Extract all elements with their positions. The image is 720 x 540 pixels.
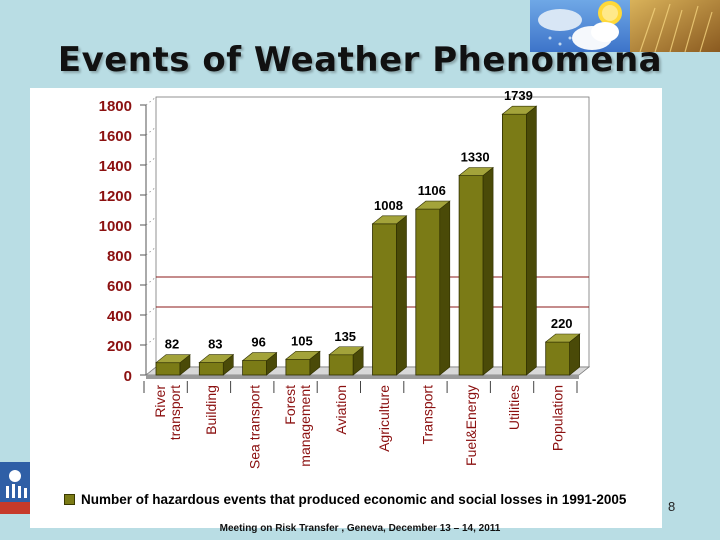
bar-top <box>328 346 365 356</box>
bar <box>372 223 397 376</box>
y-tick-depth-line <box>145 186 157 196</box>
legend: Number of hazardous events that produced… <box>64 492 626 507</box>
data-label: 1106 <box>418 183 446 198</box>
x-tick-label: Population <box>549 385 565 451</box>
y-tick-label: 1600 <box>99 128 132 145</box>
legend-label: Number of hazardous events that produced… <box>81 492 627 507</box>
x-tick-label: Building <box>203 385 219 435</box>
bar <box>155 362 181 376</box>
bar-top <box>414 200 451 210</box>
bar <box>198 362 224 376</box>
x-tick-label: Aviation <box>333 385 349 435</box>
x-tick-label: River <box>152 385 168 418</box>
bar-side <box>482 166 494 376</box>
bar-top <box>198 354 235 363</box>
data-label: 220 <box>551 316 573 331</box>
organization-logo <box>0 462 30 514</box>
legend-swatch <box>64 494 75 505</box>
y-tick-label: 1000 <box>99 218 132 235</box>
x-tick-label: Utilities <box>506 385 522 430</box>
y-tick-depth-line <box>145 306 157 316</box>
x-tick-label: management <box>297 385 313 467</box>
data-label: 1739 <box>504 88 533 103</box>
bar-side <box>396 215 407 376</box>
bar <box>501 113 527 376</box>
y-tick-depth-line <box>145 126 157 136</box>
bar-top <box>241 352 278 361</box>
chart-floor-edge <box>146 375 579 379</box>
data-label: 96 <box>251 335 265 350</box>
data-label: 1008 <box>374 198 403 213</box>
bar <box>328 354 354 376</box>
bar-top <box>285 350 321 360</box>
y-tick-depth-line <box>145 246 157 256</box>
data-label: 135 <box>334 329 356 344</box>
y-tick-label: 600 <box>107 278 132 295</box>
y-tick-depth-line <box>145 216 157 226</box>
data-label: 82 <box>165 337 179 352</box>
bar-side <box>439 200 451 376</box>
bar-chart: 0 200 400 600 800 1000 1200 1400 1600 1800 82 83 96 1… <box>99 88 591 469</box>
bar-top <box>544 333 581 343</box>
x-tick-label: Forest <box>282 385 298 425</box>
y-tick-depth-line <box>145 156 157 166</box>
bar-side <box>526 105 537 376</box>
weather-banner-image <box>530 0 720 52</box>
x-tick-label: Sea transport <box>246 385 262 469</box>
y-tick-label: 1400 <box>99 158 132 175</box>
x-tick-label: Transport <box>419 385 435 445</box>
bar <box>285 358 311 376</box>
y-tick-label: 800 <box>107 248 132 265</box>
data-label: 1330 <box>461 150 490 165</box>
y-tick-depth-line <box>145 336 157 346</box>
y-tick-label: 400 <box>107 308 132 325</box>
bar-top <box>371 215 408 225</box>
data-label: 83 <box>208 337 222 352</box>
bar <box>545 341 571 376</box>
y-tick-depth-line <box>145 276 157 286</box>
bar <box>458 175 484 376</box>
bar-top <box>155 354 191 364</box>
x-tick-label: Agriculture <box>376 385 392 452</box>
y-tick-label: 1200 <box>99 188 132 205</box>
data-label: 105 <box>291 333 313 348</box>
chart-panel: 0 200 400 600 800 1000 1200 1400 1600 1800 82 83 96 1… <box>30 88 662 528</box>
x-tick-label: Fuel&Energy <box>463 385 479 466</box>
y-tick-label: 1800 <box>99 98 132 115</box>
bar-top <box>501 105 538 115</box>
page-number: 8 <box>668 499 676 514</box>
y-tick-label: 200 <box>107 338 132 355</box>
x-tick-label: transport <box>167 385 183 440</box>
y-tick-label: 0 <box>124 368 132 385</box>
bar <box>242 360 268 376</box>
bar <box>415 208 441 376</box>
bar-top <box>458 167 494 176</box>
footer-text: Meeting on Risk Transfer , Geneva, Decem… <box>219 523 501 534</box>
y-tick-depth-line <box>145 96 157 106</box>
